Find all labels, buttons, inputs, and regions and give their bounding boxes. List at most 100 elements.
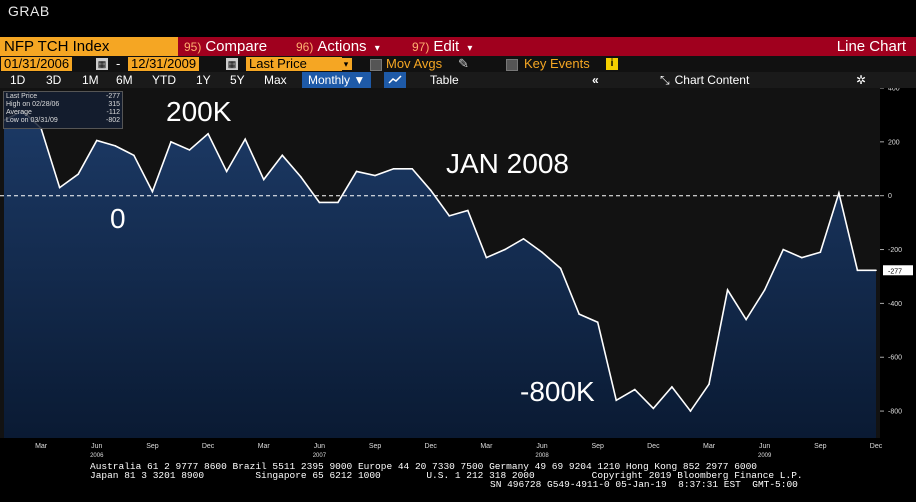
compare-button[interactable]: 95) Compare xyxy=(184,37,267,56)
data-point xyxy=(559,267,562,270)
data-point xyxy=(782,248,785,251)
data-point xyxy=(244,138,246,140)
period-6m[interactable]: 6M xyxy=(116,73,133,87)
data-point xyxy=(522,237,525,240)
y-tick-label: 200 xyxy=(888,139,900,146)
x-tick-label: Sep xyxy=(369,443,382,450)
x-tick-label: Jun xyxy=(536,443,547,450)
period-3d[interactable]: 3D xyxy=(46,73,62,87)
gear-icon[interactable]: ✲ xyxy=(856,73,867,87)
edit-button[interactable]: 97) Edit ▾ xyxy=(412,37,472,56)
x-tick-label: Sep xyxy=(146,443,159,450)
data-point xyxy=(411,167,413,170)
info-icon[interactable]: i xyxy=(606,58,618,70)
data-point xyxy=(225,170,228,173)
annotation-zero: 0 xyxy=(110,203,126,234)
period-ytd[interactable]: YTD xyxy=(152,73,176,87)
end-date-input[interactable]: 12/31/2009 xyxy=(128,57,200,71)
legend-row: Average -112 xyxy=(6,109,120,117)
data-point xyxy=(652,407,655,410)
mov-avgs-checkbox[interactable] xyxy=(370,59,382,71)
period-max[interactable]: Max xyxy=(264,73,287,87)
data-point xyxy=(745,318,747,321)
data-point xyxy=(392,167,395,170)
date-range-bar: 01/31/2006 ▦ - 12/31/2009 ▦ Last Price ▾… xyxy=(0,56,916,72)
legend-label: High on 02/28/06 xyxy=(6,101,60,108)
data-point xyxy=(77,173,80,175)
ticker-field[interactable]: NFP TCH Index xyxy=(0,37,178,56)
annotation-800k: -800K xyxy=(520,376,595,407)
data-point xyxy=(838,192,840,194)
period-1d[interactable]: 1D xyxy=(10,73,26,87)
data-point xyxy=(448,215,451,217)
line-chart-icon[interactable] xyxy=(384,72,406,88)
chevron-down-icon[interactable]: ▾ xyxy=(340,58,352,70)
x-year-label: 2006 xyxy=(90,453,104,459)
legend-label: Last Price xyxy=(6,93,38,100)
start-date-input[interactable]: 01/31/2006 xyxy=(1,57,73,71)
data-point xyxy=(114,145,117,147)
data-point xyxy=(318,201,321,204)
legend-label: Average xyxy=(6,109,32,116)
y-tick-label: -800 xyxy=(888,409,902,416)
collapse-icon[interactable]: « xyxy=(592,73,599,87)
x-year-label: 2008 xyxy=(535,453,549,459)
mov-avgs-label: Mov Avgs xyxy=(386,56,443,71)
data-point xyxy=(485,256,488,259)
data-point xyxy=(337,201,339,204)
key-events-checkbox[interactable] xyxy=(506,59,518,71)
pencil-icon[interactable]: ✎ xyxy=(458,56,469,71)
table-button[interactable]: Table xyxy=(430,73,459,87)
price-field-select[interactable]: Last Price xyxy=(246,57,342,71)
period-5y[interactable]: 5Y xyxy=(230,73,245,87)
period-bar: 1D 3D 1M 6M YTD 1Y 5Y Max Monthly ▼ Table « ⤡ Ch… xyxy=(0,72,916,88)
calendar-icon[interactable]: ▦ xyxy=(226,58,238,70)
x-tick-label: Mar xyxy=(703,443,716,450)
footer-line-2: Japan 81 3 3201 8900 Singapore 65 6212 1… xyxy=(90,470,803,481)
range-dash: - xyxy=(116,56,121,71)
last-value-label: -277 xyxy=(888,268,902,275)
data-point xyxy=(541,251,543,254)
y-tick-label: -200 xyxy=(888,247,902,254)
data-point xyxy=(467,209,469,212)
footer-line-3: SN 496728 G549-4911-0 05-Jan-19 8:37:31 … xyxy=(490,479,798,490)
command-bar: NFP TCH Index 95) Compare 96) Actions ▾ 97… xyxy=(0,37,916,56)
price-chart: 400 200 0 -200 -400 -600 -800 -277 Mar Jun Sep Dec M… xyxy=(0,86,916,460)
data-point xyxy=(188,149,191,151)
data-point xyxy=(170,141,172,143)
chart-area: 400 200 0 -200 -400 -600 -800 -277 Mar Jun Sep Dec M… xyxy=(0,86,916,460)
data-point xyxy=(671,386,673,388)
period-1y[interactable]: 1Y xyxy=(196,73,211,87)
frequency-select[interactable]: Monthly ▼ xyxy=(302,72,372,88)
footer: Australia 61 2 9777 8600 Brazil 5511 239… xyxy=(90,461,803,490)
chart-content-button[interactable]: ⤡ Chart Content xyxy=(660,72,749,88)
data-point xyxy=(95,139,98,142)
data-point xyxy=(207,132,209,135)
actions-button[interactable]: 96) Actions ▾ xyxy=(296,37,380,56)
data-point xyxy=(726,289,729,291)
y-tick-label: -400 xyxy=(888,301,902,308)
edit-label: Edit xyxy=(433,38,460,55)
x-tick-label: Jun xyxy=(759,443,770,450)
chevron-down-icon: ▾ xyxy=(374,43,380,54)
chevron-down-icon: ▾ xyxy=(467,43,473,54)
data-point xyxy=(355,170,358,173)
legend-value: -277 xyxy=(105,93,120,100)
chart-content-label: Chart Content xyxy=(674,73,750,87)
x-tick-label: Dec xyxy=(870,443,883,450)
footer-line-1: Australia 61 2 9777 8600 Brazil 5511 239… xyxy=(90,461,758,472)
last-value-tag xyxy=(883,265,913,276)
x-tick-label: Jun xyxy=(314,443,325,450)
chart-type-label[interactable]: Line Chart xyxy=(836,38,906,55)
data-point xyxy=(429,189,432,192)
x-tick-label: Dec xyxy=(202,443,215,450)
chart-legend: Last Price -277 High on 02/28/06 315 Average… xyxy=(3,91,123,129)
calendar-icon[interactable]: ▦ xyxy=(96,58,108,70)
legend-row: Last Price -277 xyxy=(6,93,120,101)
x-tick-label: Sep xyxy=(591,443,604,450)
period-1m[interactable]: 1M xyxy=(82,73,99,87)
x-tick-label: Mar xyxy=(258,443,271,450)
y-tick-label: 400 xyxy=(888,88,900,93)
compare-label: Compare xyxy=(205,38,268,55)
x-tick-label: Mar xyxy=(35,443,48,450)
